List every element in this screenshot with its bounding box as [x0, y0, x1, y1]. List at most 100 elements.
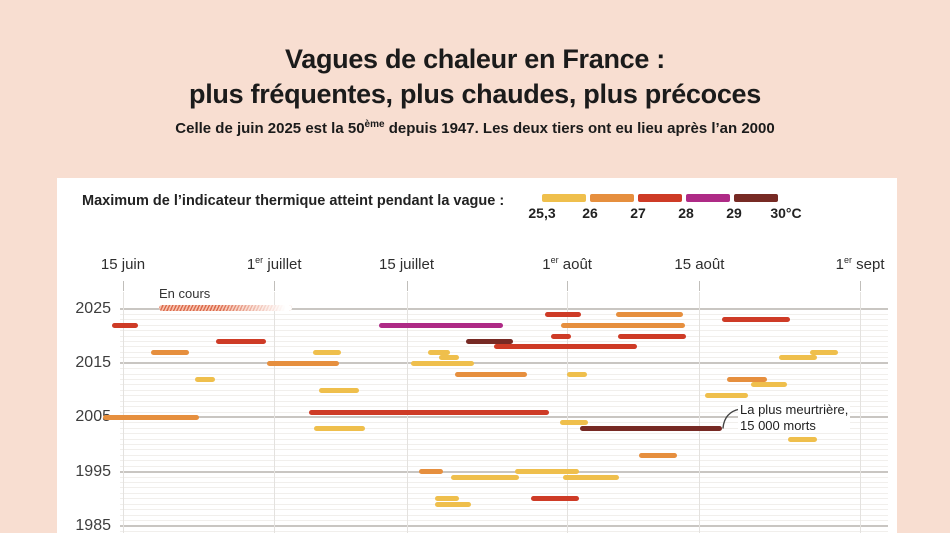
heatwave-bar — [567, 371, 587, 377]
grid-vline — [699, 292, 701, 533]
grid-line-year — [120, 395, 888, 397]
grid-line-year — [120, 444, 888, 445]
legend-swatch — [734, 194, 778, 202]
grid-vline — [274, 292, 276, 533]
heatwave-bar — [544, 311, 582, 317]
heatwave-bar — [466, 339, 514, 344]
axis-tickmark — [567, 281, 569, 291]
legend-tick-label: 30°C — [770, 205, 802, 221]
heatwave-bar — [438, 355, 460, 361]
grid-line-decade — [120, 470, 888, 473]
deadliest-annotation-connector — [722, 408, 741, 429]
title-line-2: plus fréquentes, plus chaudes, plus préc… — [189, 79, 761, 109]
grid-line-year — [120, 449, 888, 451]
axis-tickmark — [699, 281, 701, 291]
heatwave-bar-ongoing — [158, 304, 293, 311]
grid-line-year — [120, 433, 888, 435]
grid-line-year — [120, 357, 888, 359]
y-axis-year-label: 2015 — [75, 354, 111, 372]
legend-tick-label: 28 — [678, 205, 694, 221]
grid-line-year — [120, 438, 888, 440]
heatwave-bar — [722, 317, 791, 323]
grid-line-year — [120, 389, 888, 391]
heatwave-bar — [151, 349, 190, 355]
grid-line-decade — [120, 416, 888, 419]
grid-line-decade — [120, 524, 888, 527]
grid-line-year — [120, 498, 888, 500]
heatwave-bar — [531, 496, 580, 502]
heatwave-bar — [618, 333, 687, 339]
y-axis-year-label: 2025 — [75, 300, 111, 317]
axis-tickmark — [860, 281, 862, 291]
heatwave-bar — [313, 425, 365, 431]
legend-swatch — [542, 194, 586, 202]
chart-panel — [57, 178, 897, 533]
heatwave-bar — [810, 349, 839, 355]
axis-tickmark — [123, 281, 124, 291]
grid-line-year — [120, 319, 888, 321]
heatwave-bar — [194, 377, 215, 382]
heatwave-bar — [580, 425, 723, 431]
heatwave-bar — [318, 387, 360, 393]
heatwave-bar — [111, 322, 139, 328]
legend-tick-label: 29 — [726, 205, 742, 221]
x-axis-label: 15 août — [674, 256, 725, 273]
heatwave-bar — [726, 377, 767, 382]
heatwave-bar — [551, 333, 571, 339]
grid-vline — [123, 292, 124, 533]
title-line-1: Vagues de chaleur en France : — [285, 44, 665, 74]
heatwave-bar — [379, 322, 503, 328]
heatwave-bar — [639, 452, 677, 458]
heatwave-bar — [563, 474, 620, 480]
x-axis-label: 15 juin — [100, 256, 146, 273]
grid-line-year — [120, 509, 888, 510]
legend-swatch — [686, 194, 730, 202]
grid-line-year — [120, 368, 888, 370]
heatwave-bar — [559, 420, 588, 426]
deadliest-line-1: La plus meurtrière, — [740, 402, 849, 417]
heatwave-bar — [515, 469, 580, 475]
grid-line-year — [120, 406, 888, 408]
heatwave-bar — [450, 474, 519, 480]
grid-line-year — [120, 481, 888, 483]
heatwave-bar — [312, 349, 342, 355]
legend-tick-label: 27 — [630, 205, 646, 221]
heatwave-bar — [751, 382, 788, 388]
page-subtitle: Celle de juin 2025 est la 50ème depuis 1… — [0, 119, 950, 138]
grid-line-year — [120, 514, 888, 516]
y-axis-year-label: 2005 — [75, 408, 111, 426]
heatwave-bar — [705, 393, 748, 399]
heatwave-bar — [560, 322, 686, 328]
grid-line-year — [120, 503, 888, 505]
grid-line-year — [120, 330, 888, 332]
grid-line-year — [120, 530, 888, 532]
y-axis-year-label: 1995 — [75, 462, 111, 480]
heatwave-bar — [778, 355, 817, 361]
x-axis-label: 1er juillet — [246, 255, 302, 274]
grid-line-year — [120, 379, 888, 380]
page-title: Vagues de chaleur en France : plus fréqu… — [0, 42, 950, 112]
heatwave-bar — [309, 409, 550, 415]
grid-line-year — [120, 324, 888, 326]
heatwave-bar — [428, 349, 450, 355]
grid-vline — [860, 292, 862, 533]
grid-line-year — [120, 400, 888, 402]
grid-line-year — [120, 465, 888, 467]
grid-line-year — [120, 492, 888, 494]
grid-line-year — [120, 460, 888, 462]
grid-line-year — [120, 384, 888, 386]
heatwave-bar — [454, 371, 528, 377]
heatwave-bar — [616, 311, 684, 317]
subtitle-text-2: depuis 1947. Les deux tiers ont eu lieu … — [384, 120, 775, 137]
heatwave-bar — [434, 496, 460, 502]
legend-tick-label: 25,3 — [528, 205, 556, 221]
heatwave-bar — [788, 436, 817, 442]
legend-swatch — [590, 194, 634, 202]
grid-line-year — [120, 519, 888, 521]
axis-tickmark — [274, 281, 276, 291]
heatwave-bar — [494, 344, 638, 350]
grid-line-year — [120, 313, 888, 315]
subtitle-superscript: ème — [364, 119, 385, 130]
heatwave-bar — [434, 501, 471, 507]
